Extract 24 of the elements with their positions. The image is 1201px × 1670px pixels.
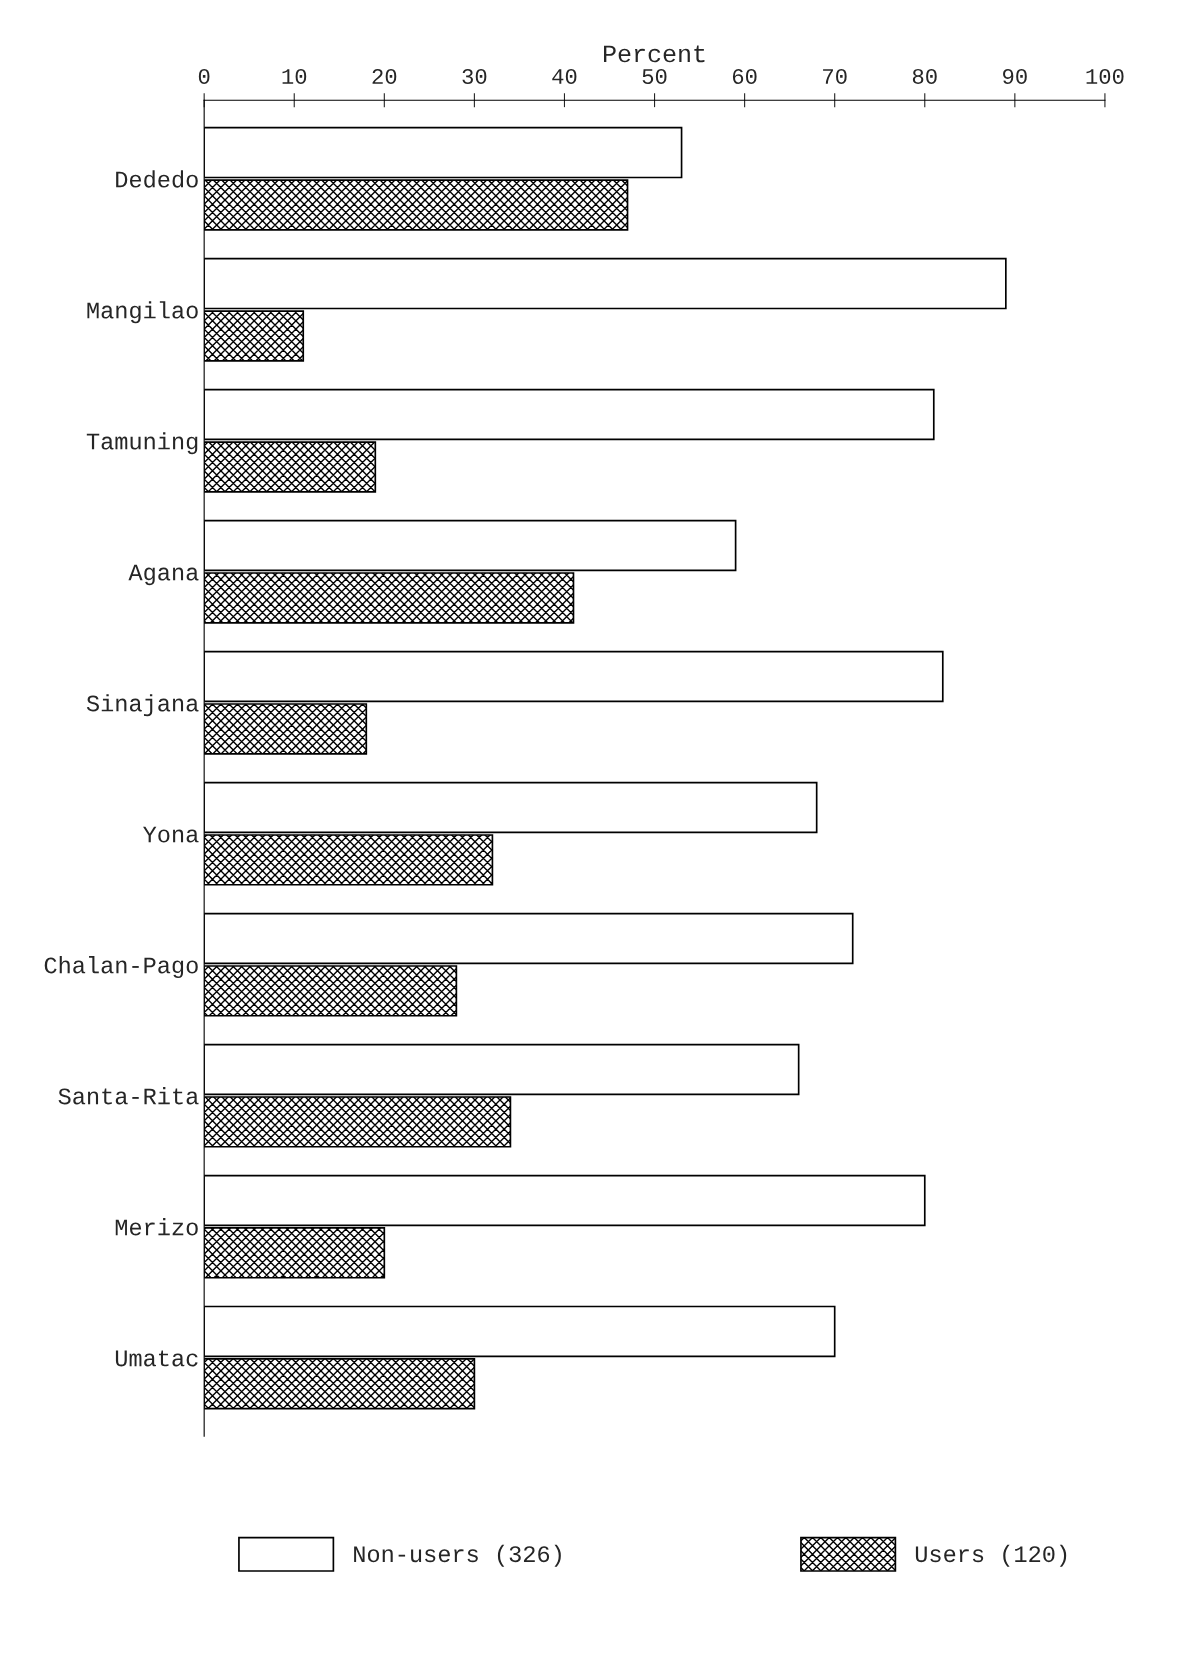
y-tick-label: Tamuning (86, 432, 198, 455)
x-tick-label: 10 (282, 68, 307, 84)
y-tick-label: Mangilao (87, 301, 198, 324)
legend-label: Non-users (326) (354, 1544, 561, 1567)
y-tick-label: Agana (128, 564, 199, 586)
x-tick-label: 70 (823, 68, 847, 84)
x-tick-label: 60 (732, 68, 757, 84)
y-tick-label: Yona (143, 826, 199, 843)
x-tick-label: 40 (552, 68, 577, 84)
x-tick-label: 20 (372, 68, 397, 84)
x-axis-title: Percent (604, 45, 705, 63)
legend-label: Users (120) (915, 1544, 1067, 1567)
x-tick-label: 90 (1003, 68, 1027, 84)
y-tick-label: Dededo (116, 170, 198, 188)
x-tick-label: 100 (1086, 68, 1124, 84)
y-tick-label: Merizo (115, 1218, 198, 1236)
y-tick-label: Sinajana (86, 694, 199, 717)
y-tick-label: Umatac (115, 1350, 198, 1367)
x-tick-label: 80 (912, 68, 937, 84)
y-tick-label: Santa-Rita (58, 1087, 199, 1105)
y-tick-label: Chalan-Pago (44, 956, 198, 979)
x-tick-label: 30 (462, 68, 487, 84)
x-tick-label: 50 (642, 68, 667, 84)
x-tick-label: 0 (198, 68, 210, 84)
